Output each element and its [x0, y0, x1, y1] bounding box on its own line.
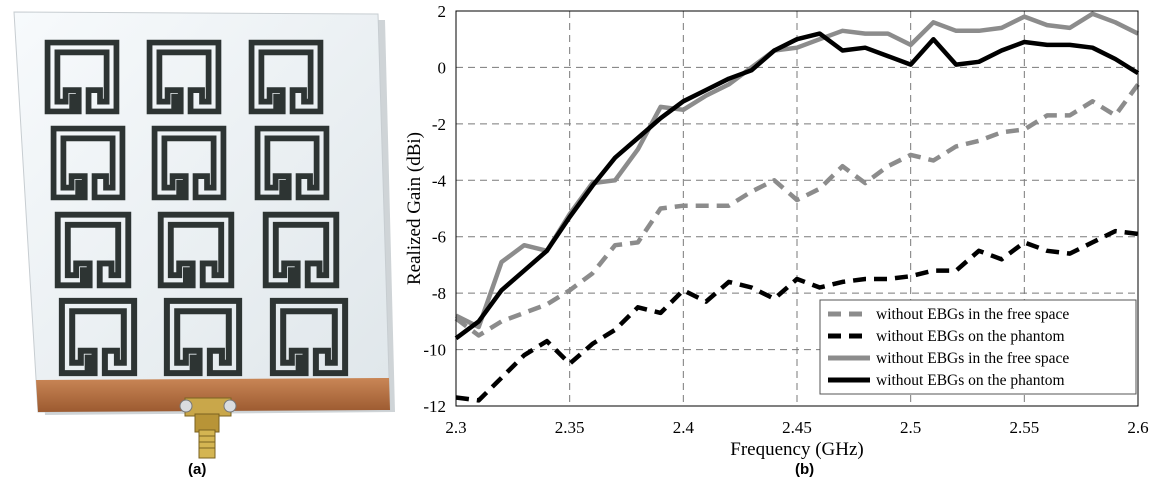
y-tick-label: -4 — [432, 171, 447, 190]
copper-ground-strip — [36, 378, 390, 412]
plot-frame — [455, 10, 1139, 407]
y-tick-label: 0 — [438, 58, 447, 77]
legend-entry-1: without EBGs in the free space — [876, 306, 1069, 323]
panel-label-a: (a) — [188, 461, 207, 478]
chart-grid — [456, 11, 1138, 406]
y-tick-label: -6 — [432, 228, 446, 247]
series-line-4 — [454, 31, 1140, 341]
series-line-1 — [454, 83, 1140, 338]
antenna-array-photo — [0, 0, 400, 484]
y-tick-label: -10 — [423, 341, 446, 360]
x-tick-label: 2.45 — [782, 418, 812, 437]
y-tick-label: 2 — [438, 2, 447, 21]
x-tick-label: 2.5 — [900, 418, 921, 437]
gain-chart: -12-10-8-6-4-202 2.3 2.35 2.4 2.45 2.5 2.55 2.… — [404, 2, 1149, 460]
sma-connector-icon — [179, 397, 237, 459]
y-tick-label: -12 — [423, 397, 446, 416]
y-axis-label: Realized Gain (dBi) — [404, 132, 425, 285]
y-tick-label: -2 — [432, 115, 446, 134]
chart-legend: without EBGs in the free space without EB… — [819, 299, 1137, 395]
x-tick-label: 2.6 — [1127, 418, 1148, 437]
panel-label-b: (b) — [795, 461, 815, 478]
legend-entry-2: without EBGs on the phantom — [876, 328, 1065, 345]
x-tick-label: 2.55 — [1009, 418, 1039, 437]
x-tick-labels: 2.3 2.35 2.4 2.45 2.5 2.55 2.6 — [445, 418, 1148, 437]
chart-series — [454, 11, 1140, 403]
series-line-2 — [455, 228, 1139, 403]
y-tick-label: -8 — [432, 284, 446, 303]
x-tick-label: 2.4 — [673, 418, 695, 437]
legend-box — [819, 299, 1137, 395]
legend-entry-4: without EBGs on the phantom — [876, 372, 1065, 389]
x-tick-label: 2.3 — [445, 418, 466, 437]
legend-entry-3: without EBGs in the free space — [876, 350, 1069, 367]
x-axis-label: Frequency (GHz) — [730, 439, 863, 460]
y-tick-labels: -12 -10 -8 -6 -4 -2 0 2 — [423, 2, 446, 416]
x-tick-label: 2.35 — [555, 418, 585, 437]
